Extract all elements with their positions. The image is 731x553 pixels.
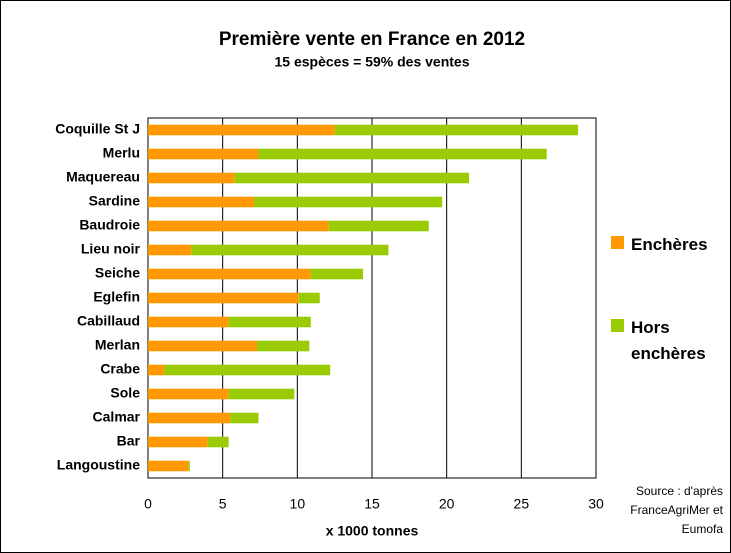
legend-label: Enchères xyxy=(631,235,708,254)
x-tick-label: 10 xyxy=(290,496,306,512)
bar-segment xyxy=(164,364,331,376)
bar-segment xyxy=(298,292,320,304)
bar-segment xyxy=(148,220,329,232)
y-tick-label: Cabillaud xyxy=(77,313,140,329)
y-tick-label: Crabe xyxy=(100,361,140,377)
bar-segment xyxy=(191,244,389,256)
bar-segment xyxy=(148,436,208,448)
bar-segment xyxy=(257,340,310,352)
bar-segment xyxy=(148,460,189,472)
y-tick-label: Seiche xyxy=(95,265,140,281)
bar-segment xyxy=(148,124,335,136)
x-tick-label: 15 xyxy=(364,496,380,512)
bar-segment xyxy=(258,148,547,160)
x-axis-label: x 1000 tonnes xyxy=(326,523,419,539)
bar-segment xyxy=(148,412,231,424)
legend-swatch xyxy=(611,319,624,332)
y-tick-label: Eglefin xyxy=(93,289,140,305)
y-tick-label: Merlu xyxy=(103,145,140,161)
bar-segment xyxy=(328,220,429,232)
bar-segment xyxy=(188,460,190,472)
bar-segment xyxy=(148,148,259,160)
y-tick-label: Merlan xyxy=(95,337,140,353)
bar-segment xyxy=(148,244,192,256)
y-tick-label: Bar xyxy=(117,433,141,449)
y-tick-label: Sardine xyxy=(89,193,141,209)
bar-segment xyxy=(254,196,443,208)
x-tick-label: 25 xyxy=(514,496,530,512)
bar-segment xyxy=(230,412,259,424)
bar-segment xyxy=(334,124,579,136)
chart-title: Première vente en France en 2012 xyxy=(219,29,525,50)
y-tick-label: Baudroie xyxy=(79,217,140,233)
y-tick-label: Coquille St J xyxy=(55,121,140,137)
source-note: Source : d'après FranceAgriMer et Eumofa xyxy=(630,484,723,536)
bar-segment xyxy=(148,292,299,304)
y-tick-label: Sole xyxy=(110,385,140,401)
bar-segment xyxy=(228,316,311,328)
bar-segment xyxy=(148,172,235,184)
bar-segment xyxy=(148,316,229,328)
x-tick-label: 20 xyxy=(439,496,455,512)
y-tick-label: Lieu noir xyxy=(81,241,141,257)
y-tick-label: Maquereau xyxy=(66,169,140,185)
bar-segment xyxy=(310,268,364,280)
x-tick-label: 5 xyxy=(219,496,227,512)
legend-swatch xyxy=(611,236,624,249)
bar-segment xyxy=(207,436,229,448)
x-tick-label: 0 xyxy=(144,496,152,512)
bar-segment xyxy=(148,268,311,280)
chart-subtitle: 15 espèces = 59% des ventes xyxy=(275,54,470,70)
legend-label: Hors enchères xyxy=(631,318,706,363)
y-tick-label: Calmar xyxy=(93,409,141,425)
bar-segment xyxy=(148,196,255,208)
x-tick-label: 30 xyxy=(588,496,604,512)
y-tick-label: Langoustine xyxy=(57,457,140,473)
bar-segment xyxy=(148,364,165,376)
bar-segment xyxy=(148,388,229,400)
bar-segment xyxy=(228,388,295,400)
bar-segment xyxy=(148,340,258,352)
bar-segment xyxy=(234,172,470,184)
